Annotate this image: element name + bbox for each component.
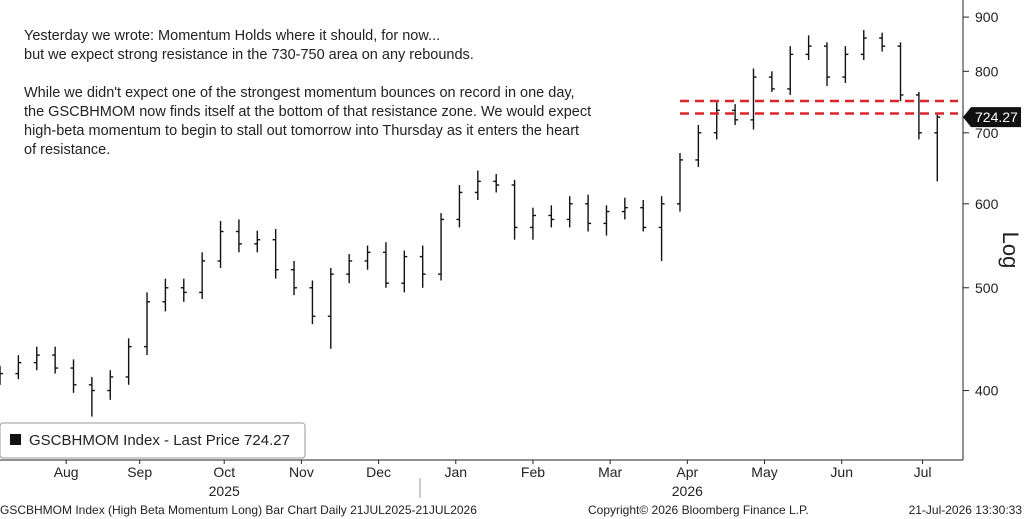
y-tick-label: 600 xyxy=(975,196,999,212)
x-tick-label: Oct xyxy=(213,464,235,480)
y-tick-label: 800 xyxy=(975,63,999,79)
annotation-line: of resistance. xyxy=(24,142,110,158)
y-tick-label: 700 xyxy=(975,125,999,141)
x-tick-label: Mar xyxy=(598,464,622,480)
x-tick-label: Feb xyxy=(521,464,545,480)
year-label: 2026 xyxy=(672,483,703,499)
y-tick-label: 500 xyxy=(975,280,999,296)
footer-copyright: Copyright© 2026 Bloomberg Finance L.P. xyxy=(588,503,809,517)
y-tick-label: 900 xyxy=(975,9,999,25)
last-price-label: 724.27 xyxy=(975,109,1018,125)
log-label: Log xyxy=(998,232,1023,269)
legend: GSCBHMOM Index - Last Price 724.27 xyxy=(0,422,306,459)
x-tick-label: Sep xyxy=(127,464,152,480)
annotation-line: but we expect strong resistance in the 7… xyxy=(24,47,474,63)
legend-text: GSCBHMOM Index - Last Price 724.27 xyxy=(29,432,290,449)
x-tick-label: Aug xyxy=(54,464,79,480)
x-tick-label: Apr xyxy=(676,464,698,480)
footer-left: GSCBHMOM Index (High Beta Momentum Long)… xyxy=(0,503,477,517)
x-tick-label: Jan xyxy=(444,464,467,480)
x-tick-label: Jun xyxy=(830,464,853,480)
year-label: 2025 xyxy=(209,483,240,499)
x-tick-label: May xyxy=(751,464,777,480)
y-tick-label: 400 xyxy=(975,383,999,399)
legend-swatch xyxy=(10,434,21,445)
last-price-tag xyxy=(963,107,1021,128)
legend-box xyxy=(0,422,306,459)
annotation-line: high-beta momentum to begin to stall out… xyxy=(24,123,579,139)
annotation-line: Yesterday we wrote: Momentum Holds where… xyxy=(24,28,440,44)
annotation-line: While we didn't expect one of the strong… xyxy=(24,85,575,101)
x-tick-label: Jul xyxy=(914,464,932,480)
x-tick-label: Dec xyxy=(366,464,391,480)
footer-date: 21-Jul-2026 13:30:33 xyxy=(909,503,1023,517)
x-tick-label: Nov xyxy=(289,464,314,480)
annotation-line: the GSCBHMOM now finds itself at the bot… xyxy=(24,104,591,120)
